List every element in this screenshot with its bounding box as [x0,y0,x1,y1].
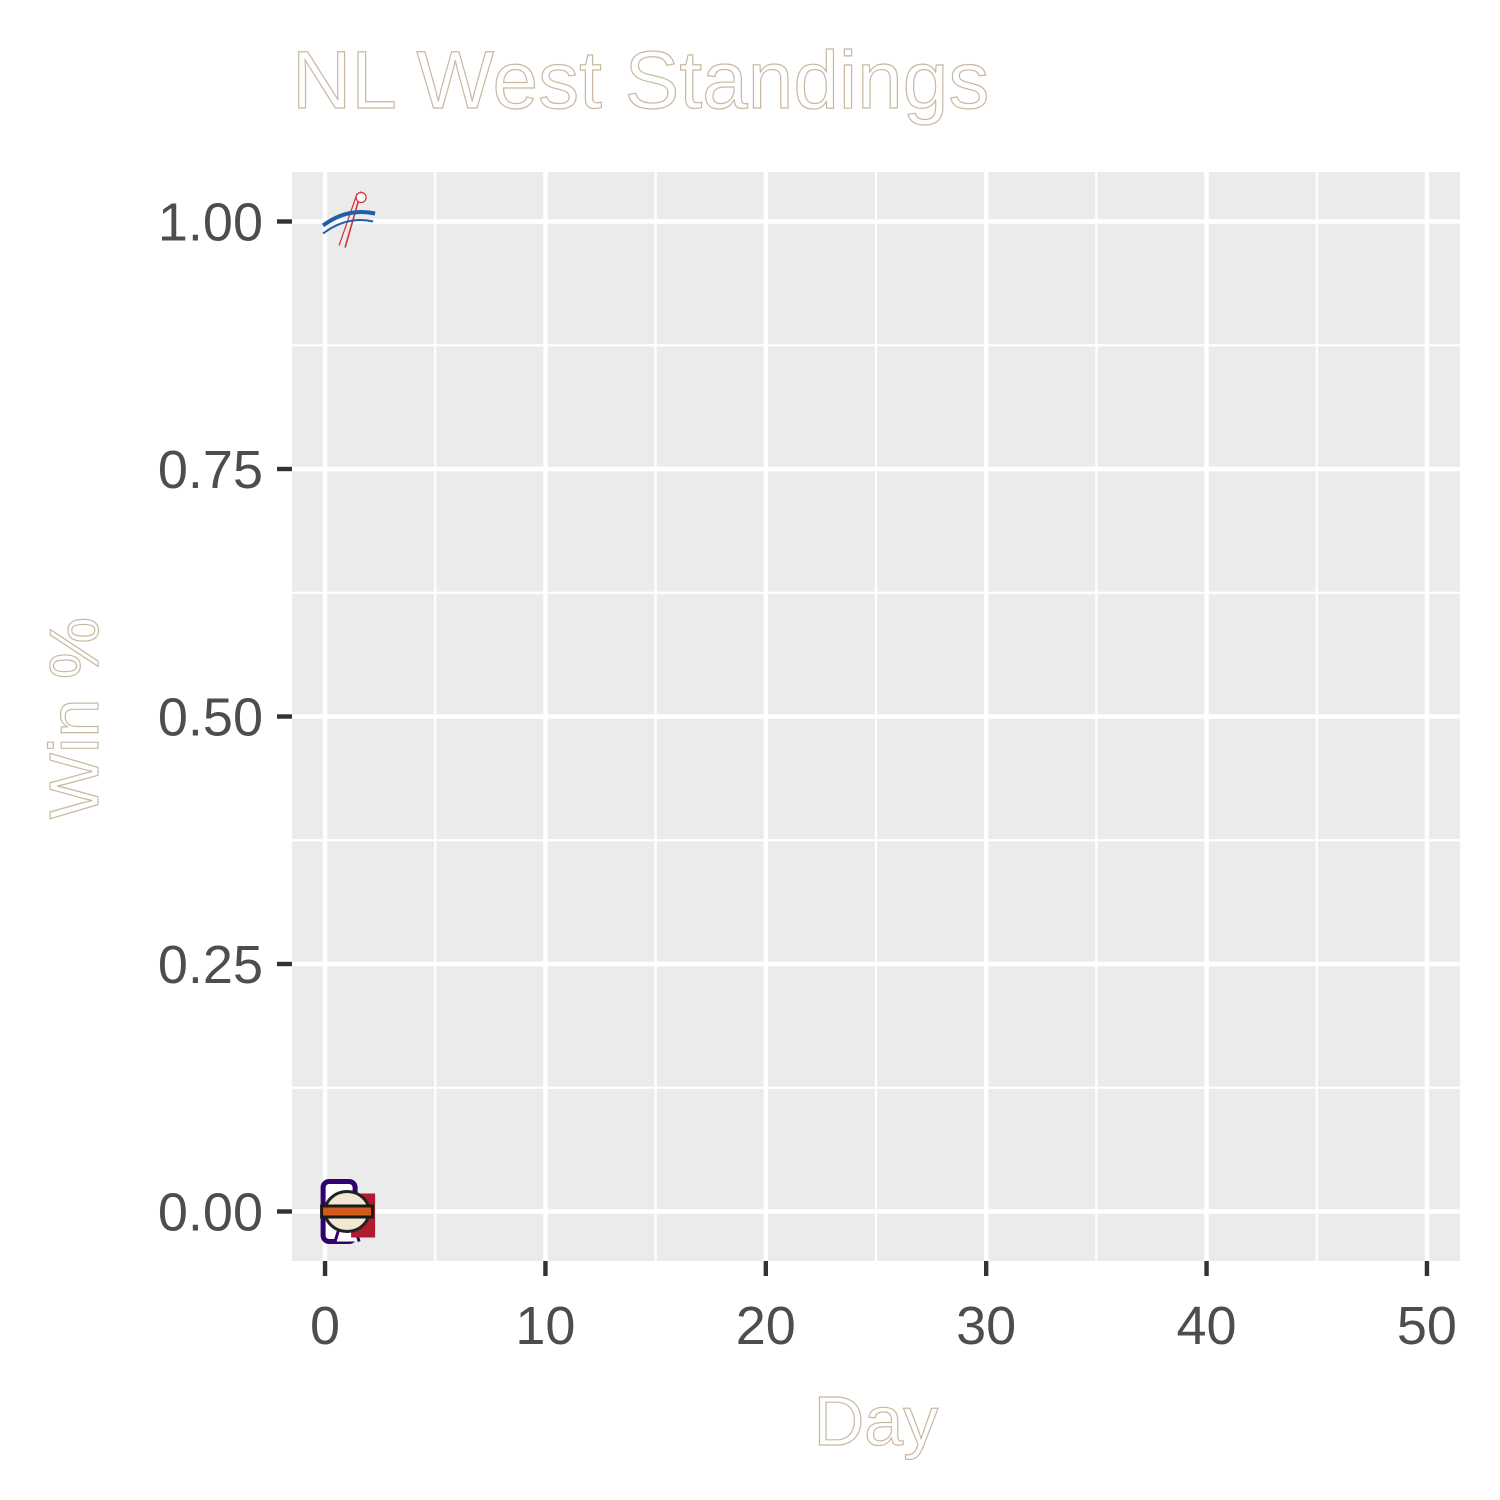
giants-logo [320,1190,375,1233]
dodgers-logo [321,191,376,248]
y-tick-label: 0.25 [158,935,263,995]
data-points [320,191,376,1244]
y-tick-label: 0.50 [158,688,263,748]
x-axis-title: Day [814,1382,938,1460]
y-tick-label: 0.75 [158,440,263,500]
x-tick-label: 0 [310,1296,340,1356]
y-tick-label: 1.00 [158,193,263,253]
y-tick-label: 0.00 [158,1183,263,1243]
chart-title: NL West Standings [292,35,989,126]
grid-major [292,172,1460,1261]
x-tick-label: 10 [515,1296,575,1356]
x-axis: 0 10 20 30 40 50 [310,1261,1457,1356]
y-axis: 0.00 0.25 0.50 0.75 1.00 [158,193,292,1243]
x-tick-label: 40 [1177,1296,1237,1356]
x-tick-label: 20 [736,1296,796,1356]
y-axis-title: Win % [35,617,113,819]
x-tick-label: 50 [1397,1296,1457,1356]
x-tick-label: 30 [956,1296,1016,1356]
